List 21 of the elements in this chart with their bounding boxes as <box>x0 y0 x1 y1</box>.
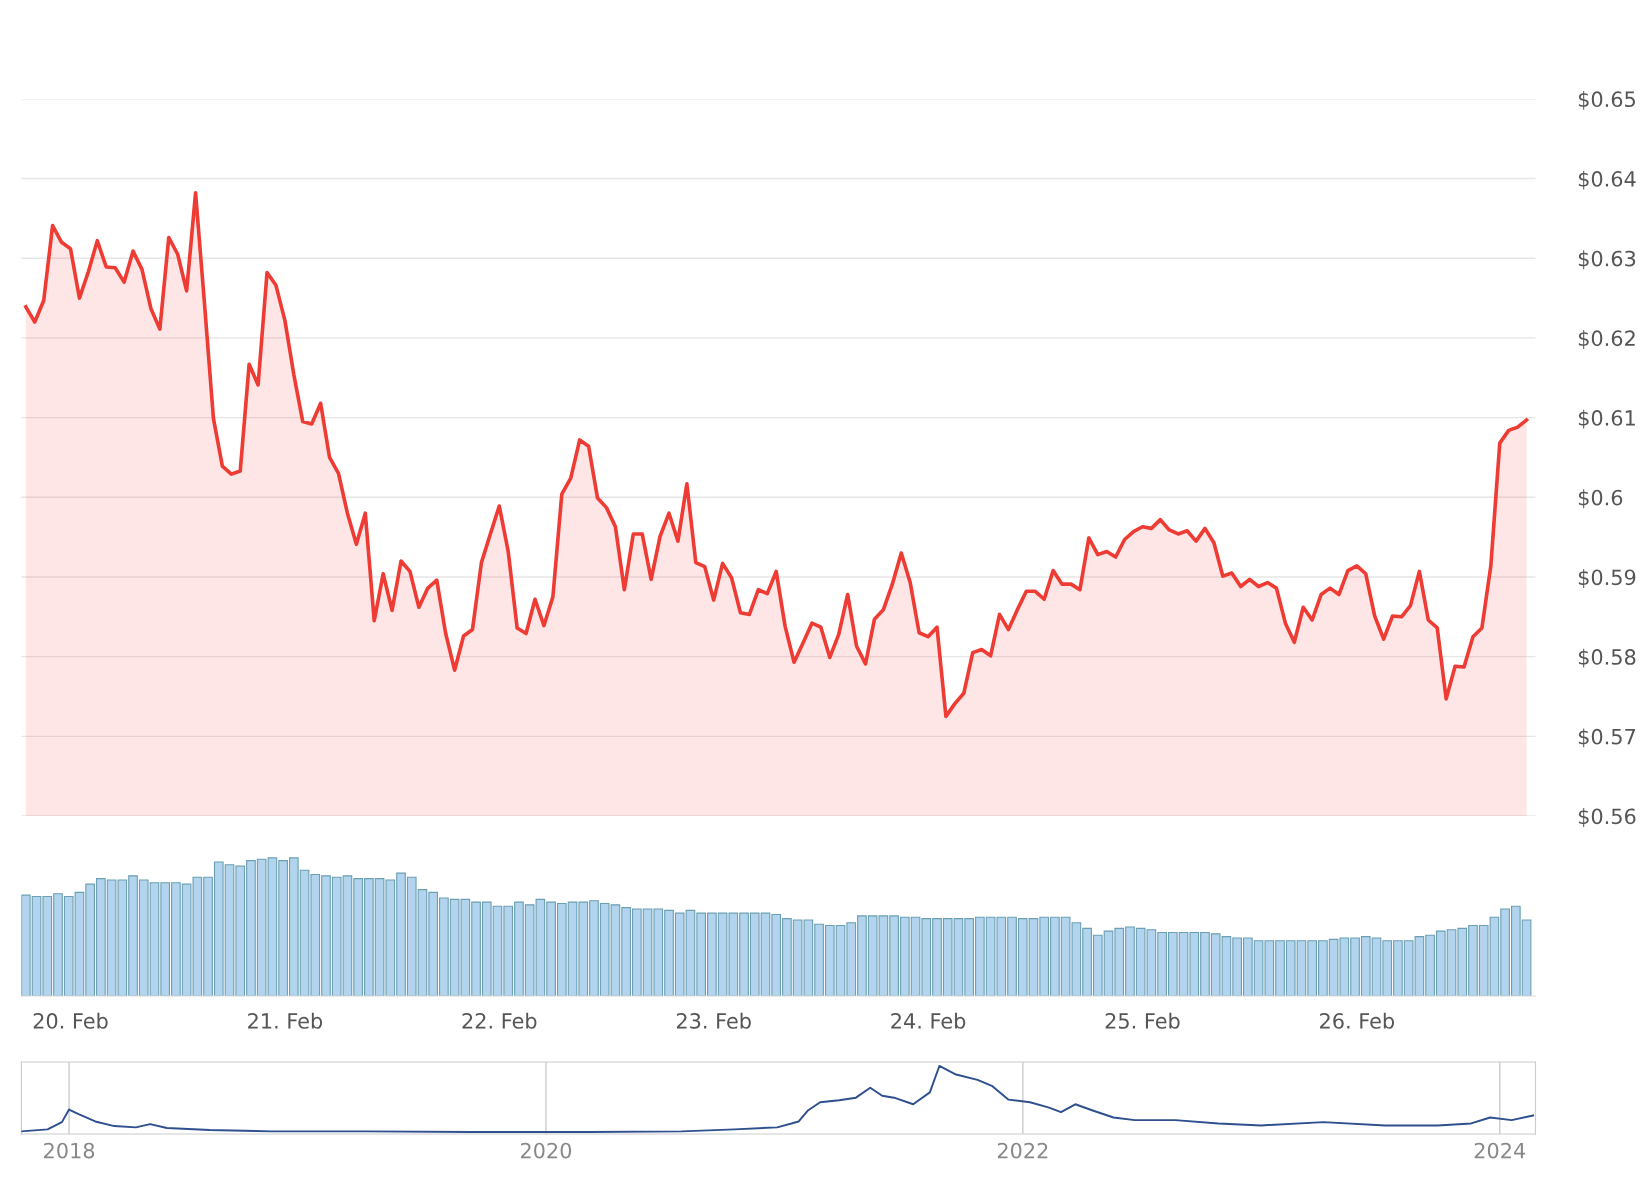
x-tick-label: 2020 <box>520 1142 572 1159</box>
x-tick-label: 2024 <box>1474 1142 1526 1159</box>
y-tick-label: $0.57 <box>1578 728 1636 748</box>
y-tick-label: $0.61 <box>1578 409 1635 429</box>
y-tick-label: $0.56 <box>1578 808 1636 827</box>
y-tick-label: $0.58 <box>1578 648 1636 668</box>
x-tick-label: 2022 <box>997 1142 1048 1159</box>
y-tick-label: $0.64 <box>1578 170 1636 190</box>
y-tick-label: $0.63 <box>1578 250 1636 270</box>
x-tick-label: 2018 <box>44 1142 95 1159</box>
x-tick-label: 22. Feb <box>462 1012 537 1029</box>
y-tick-label: $0.62 <box>1578 330 1635 349</box>
x-tick-label: 23. Feb <box>676 1012 751 1029</box>
y-tick-label: $0.6 <box>1578 489 1623 509</box>
x-tick-label: 25. Feb <box>1105 1012 1180 1029</box>
x-tick-label: 20. Feb <box>33 1012 108 1029</box>
y-tick-label: $0.59 <box>1578 569 1636 588</box>
x-tick-label: 21. Feb <box>248 1012 323 1029</box>
y-tick-label: $0.65 <box>1578 90 1635 110</box>
x-tick-label: 26. Feb <box>1320 1012 1395 1029</box>
x-tick-label: 24. Feb <box>891 1012 966 1029</box>
